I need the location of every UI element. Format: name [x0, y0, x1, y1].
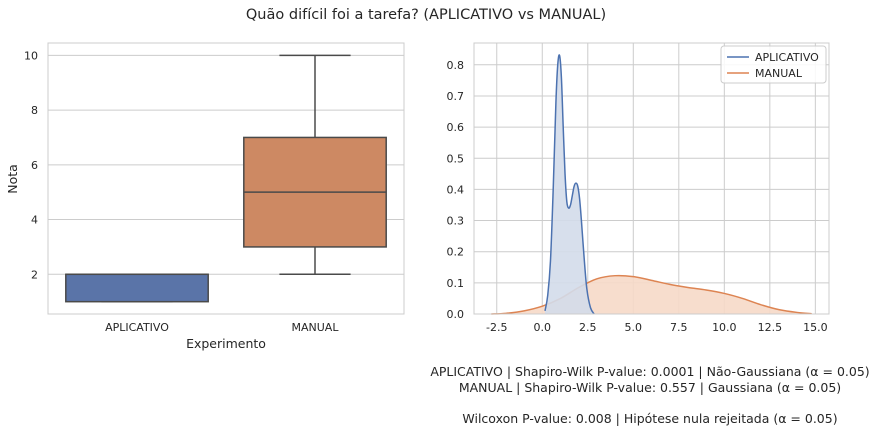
legend: APLICATIVO MANUAL [720, 45, 827, 84]
boxplot-y-tick-label: 6 [31, 159, 38, 172]
density-panel: 0.0 0.1 0.2 0.3 0.4 0.5 0.6 0.7 0.8 -2.5 0.0 2.5 5.… [447, 42, 830, 334]
density-x-tick-label: 2.5 [579, 321, 597, 334]
density-x-tick-label: 15.0 [803, 321, 828, 334]
density-y-tick-label: 0.5 [447, 152, 465, 165]
density-y-tick-label: 0.3 [447, 215, 465, 228]
boxplot-x-axis-label: Experimento [186, 336, 266, 351]
legend-label-aplicativo: APLICATIVO [755, 51, 819, 64]
density-line-manual [491, 274, 812, 315]
density-y-tick-label: 0.8 [447, 59, 465, 72]
density-frame [473, 42, 830, 315]
box-manual [243, 54, 387, 276]
wilcoxon-caption: Wilcoxon P-value: 0.008 | Hipótese nula … [462, 411, 838, 426]
boxplot-y-tick-label: 8 [31, 104, 38, 117]
density-x-tick-label: 12.5 [758, 321, 783, 334]
density-area-aplicativo [545, 54, 595, 314]
density-gridlines [474, 43, 829, 315]
shapiro-aplicativo-caption: APLICATIVO | Shapiro-Wilk P-value: 0.000… [430, 364, 870, 379]
density-curves [491, 54, 812, 315]
density-x-tick-label: 7.5 [670, 321, 688, 334]
boxplot-frame [47, 42, 405, 315]
boxplot-y-ticks: 2 4 6 8 10 [24, 49, 38, 281]
density-x-tick-label: 5.0 [625, 321, 643, 334]
density-y-tick-label: 0.0 [447, 308, 465, 321]
figure-title: Quão difícil foi a tarefa? (APLICATIVO v… [246, 7, 606, 23]
box-body [65, 273, 209, 303]
boxplot-x-ticks: APLICATIVO MANUAL [105, 321, 339, 334]
boxplot-y-tick-label: 10 [24, 49, 38, 62]
density-x-ticks: -2.5 0.0 2.5 5.0 7.5 10.0 12.5 15.0 [486, 321, 828, 334]
box-aplicativo [65, 273, 209, 303]
density-x-tick-label: 0.0 [534, 321, 552, 334]
density-y-tick-label: 0.7 [447, 90, 465, 103]
density-y-tick-label: 0.1 [447, 277, 465, 290]
density-x-tick-label: -2.5 [486, 321, 507, 334]
boxplot-panel: 2 4 6 8 10 APLICATIVO MANUAL Experimento Nota [5, 42, 405, 351]
density-line-aplicativo [544, 54, 595, 315]
density-area-manual [491, 275, 812, 314]
boxplot-x-tick-label: APLICATIVO [105, 321, 169, 334]
density-y-ticks: 0.0 0.1 0.2 0.3 0.4 0.5 0.6 0.7 0.8 [447, 59, 465, 321]
density-y-tick-label: 0.4 [447, 183, 465, 196]
density-y-tick-label: 0.2 [447, 246, 465, 259]
legend-label-manual: MANUAL [755, 67, 803, 80]
boxplot-y-tick-label: 4 [31, 214, 38, 227]
density-x-tick-label: 10.0 [712, 321, 737, 334]
density-y-tick-label: 0.6 [447, 121, 465, 134]
boxplot-y-axis-label: Nota [5, 164, 20, 194]
boxplot-boxes [65, 54, 387, 303]
shapiro-manual-caption: MANUAL | Shapiro-Wilk P-value: 0.557 | G… [458, 380, 842, 395]
boxplot-y-tick-label: 2 [31, 268, 38, 281]
boxplot-x-tick-label: MANUAL [292, 321, 340, 334]
